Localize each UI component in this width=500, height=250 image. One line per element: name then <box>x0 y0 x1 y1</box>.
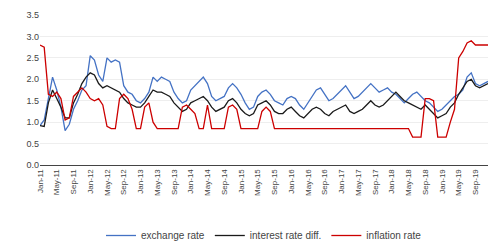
svg-text:Jan-11: Jan-11 <box>36 169 45 193</box>
svg-text:3.0: 3.0 <box>26 32 39 42</box>
svg-text:0.0: 0.0 <box>26 160 39 170</box>
svg-text:May-15: May-15 <box>253 169 262 196</box>
svg-text:2.5: 2.5 <box>26 53 39 63</box>
svg-text:Jan-12: Jan-12 <box>86 169 95 194</box>
svg-text:May-14: May-14 <box>203 169 212 196</box>
svg-text:2.0: 2.0 <box>26 74 39 84</box>
svg-text:May-16: May-16 <box>304 169 313 196</box>
svg-text:May-13: May-13 <box>153 169 162 196</box>
svg-text:Jan-13: Jan-13 <box>136 169 145 194</box>
svg-text:May-19: May-19 <box>454 169 463 196</box>
svg-text:0.5: 0.5 <box>26 139 39 149</box>
svg-text:Jan-16: Jan-16 <box>287 169 296 194</box>
svg-text:Jan-19: Jan-19 <box>438 169 447 194</box>
svg-text:Jan-17: Jan-17 <box>337 169 346 194</box>
svg-text:May-12: May-12 <box>103 169 112 196</box>
svg-text:inflation rate: inflation rate <box>366 230 421 241</box>
svg-text:Jan-15: Jan-15 <box>237 169 246 194</box>
svg-text:May-11: May-11 <box>52 169 61 196</box>
svg-text:Sep-16: Sep-16 <box>320 169 329 195</box>
svg-text:May-18: May-18 <box>404 169 413 196</box>
svg-text:Sep-11: Sep-11 <box>69 169 78 195</box>
svg-text:Sep-12: Sep-12 <box>119 169 128 195</box>
svg-text:Jan-14: Jan-14 <box>186 169 195 194</box>
svg-text:interest rate diff.: interest rate diff. <box>250 230 322 241</box>
svg-text:3.5: 3.5 <box>26 10 39 20</box>
svg-text:Sep-13: Sep-13 <box>170 169 179 195</box>
svg-text:Sep-18: Sep-18 <box>421 169 430 195</box>
svg-text:1.5: 1.5 <box>26 96 39 106</box>
svg-text:Sep-14: Sep-14 <box>220 169 229 195</box>
svg-text:exchange rate: exchange rate <box>141 230 205 241</box>
svg-text:Sep-17: Sep-17 <box>371 169 380 195</box>
svg-text:Sep-15: Sep-15 <box>270 169 279 195</box>
svg-text:May-17: May-17 <box>354 169 363 196</box>
svg-text:1.0: 1.0 <box>26 117 39 127</box>
svg-text:Sep-19: Sep-19 <box>471 169 480 195</box>
svg-text:Jan-18: Jan-18 <box>387 169 396 194</box>
